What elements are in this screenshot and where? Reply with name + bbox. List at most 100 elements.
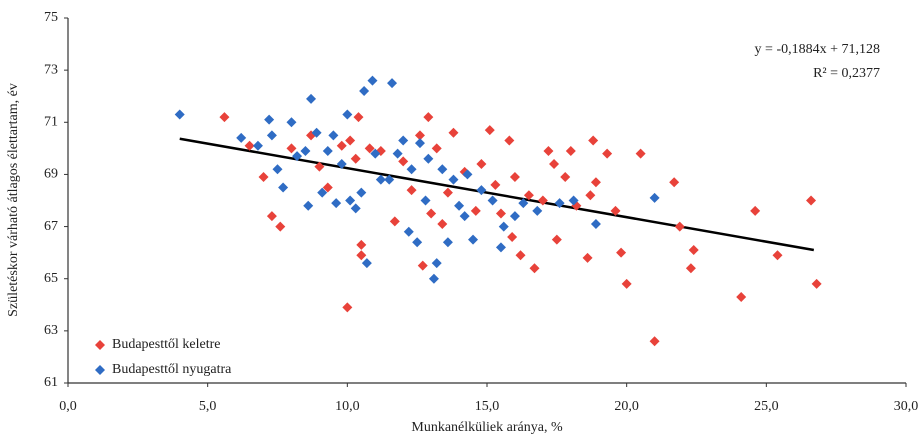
- point: [509, 211, 520, 222]
- point: [590, 177, 601, 188]
- point: [264, 114, 275, 125]
- x-tick-label: 15,0: [475, 399, 500, 414]
- point: [688, 245, 699, 256]
- point: [529, 263, 540, 274]
- y-tick-label: 71: [44, 115, 58, 130]
- point: [361, 258, 372, 269]
- point: [495, 208, 506, 219]
- point: [375, 174, 386, 185]
- point: [414, 130, 425, 141]
- point: [806, 195, 817, 206]
- legend-label: Budapesttől keletre: [112, 337, 220, 352]
- point: [462, 169, 473, 180]
- point: [412, 237, 423, 248]
- point: [356, 250, 367, 261]
- point: [398, 156, 409, 167]
- x-tick-label: 10,0: [335, 399, 360, 414]
- y-tick-label: 65: [44, 271, 58, 286]
- point: [431, 258, 442, 269]
- point: [356, 187, 367, 198]
- point: [414, 138, 425, 149]
- point: [306, 93, 317, 104]
- point: [384, 174, 395, 185]
- point: [498, 221, 509, 232]
- point: [423, 153, 434, 164]
- point: [387, 78, 398, 89]
- y-tick-label: 67: [44, 219, 58, 234]
- point: [585, 190, 596, 201]
- point: [635, 148, 646, 159]
- point: [252, 140, 263, 151]
- point: [359, 86, 370, 96]
- point: [342, 302, 353, 313]
- y-axis-title: Születéskor várható átlagos élettartam, …: [6, 83, 21, 317]
- point: [495, 242, 506, 253]
- point: [674, 221, 685, 232]
- point: [476, 159, 487, 169]
- point: [417, 260, 428, 271]
- point: [669, 177, 680, 188]
- y-tick-label: 63: [44, 323, 58, 338]
- point: [420, 195, 431, 206]
- point: [442, 187, 453, 198]
- point: [292, 151, 303, 162]
- point: [602, 148, 613, 159]
- point: [537, 195, 548, 206]
- point: [437, 164, 448, 175]
- point: [353, 112, 364, 123]
- point: [448, 174, 459, 185]
- point: [328, 130, 339, 141]
- point: [336, 140, 347, 151]
- point: [364, 143, 375, 154]
- point: [507, 232, 518, 242]
- x-tick-label: 30,0: [894, 399, 919, 414]
- point: [275, 221, 286, 232]
- point: [314, 161, 325, 172]
- point: [568, 195, 579, 206]
- point: [300, 145, 311, 156]
- point: [342, 109, 353, 120]
- point: [543, 145, 554, 156]
- point: [367, 75, 378, 86]
- point: [565, 145, 576, 156]
- point: [219, 112, 230, 123]
- r-squared: R² = 0,2377: [813, 66, 880, 81]
- point: [356, 239, 367, 250]
- point: [685, 263, 696, 274]
- point: [560, 172, 571, 183]
- legend-label: Budapesttől nyugatra: [112, 362, 232, 377]
- point: [174, 109, 185, 120]
- point: [426, 208, 437, 219]
- point: [258, 172, 269, 183]
- point: [423, 112, 434, 123]
- point: [649, 192, 660, 203]
- point: [331, 198, 342, 209]
- point: [336, 159, 347, 169]
- y-tick-label: 61: [44, 375, 58, 390]
- point: [317, 187, 328, 198]
- point: [468, 234, 479, 245]
- x-tick-label: 5,0: [199, 399, 217, 414]
- x-tick-label: 0,0: [59, 399, 77, 414]
- point: [523, 190, 534, 201]
- point: [588, 135, 599, 146]
- point: [459, 211, 470, 222]
- point: [504, 135, 515, 146]
- point: [286, 117, 297, 128]
- point: [476, 185, 487, 196]
- point: [442, 237, 453, 248]
- point: [428, 273, 439, 284]
- point: [266, 211, 277, 222]
- x-tick-label: 20,0: [614, 399, 639, 414]
- point: [350, 153, 361, 164]
- point: [649, 336, 660, 347]
- point: [389, 216, 400, 227]
- y-tick-label: 75: [44, 10, 58, 25]
- point: [811, 278, 822, 289]
- point: [322, 145, 333, 156]
- point: [272, 164, 283, 175]
- legend-marker: [95, 365, 105, 375]
- point: [554, 198, 565, 209]
- point: [518, 198, 529, 209]
- point: [406, 185, 417, 196]
